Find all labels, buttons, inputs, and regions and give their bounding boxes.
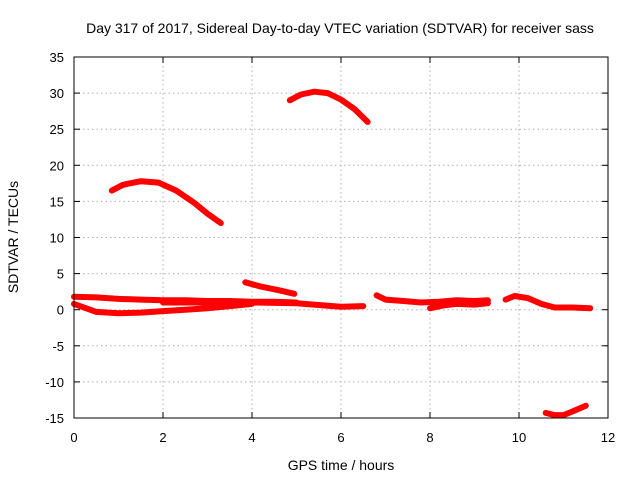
- y-tick-label-8: 25: [50, 122, 64, 137]
- series-arc-10: [542, 402, 589, 419]
- x-tick-label-6: 12: [601, 430, 615, 445]
- x-tick-label-5: 10: [512, 430, 526, 445]
- series-arc-7: [373, 292, 491, 306]
- series-arc-5: [71, 300, 255, 317]
- chart-title: Day 317 of 2017, Sidereal Day-to-day VTE…: [86, 20, 594, 36]
- series-arc-9: [502, 293, 594, 312]
- axis-ticks: 0 2 4 6 8 10 12 -15 -10 -5 0 5 10 15 20 25 30 35: [45, 50, 615, 445]
- series-arc-1: [108, 178, 224, 227]
- series-arc-6: [160, 299, 367, 310]
- y-tick-label-6: 15: [50, 194, 64, 209]
- x-tick-label-3: 6: [337, 430, 344, 445]
- y-tick-label-1: -10: [45, 375, 64, 390]
- x-axis-label: GPS time / hours: [288, 457, 395, 473]
- y-tick-label-3: 0: [57, 303, 64, 318]
- series-arc-8: [427, 300, 491, 312]
- series-arc-3: [242, 279, 298, 297]
- y-tick-label-0: -15: [45, 411, 64, 426]
- y-tick-label-10: 35: [50, 50, 64, 65]
- y-axis-label: SDTVAR / TECUs: [5, 181, 21, 293]
- y-tick-label-9: 30: [50, 86, 64, 101]
- x-tick-label-1: 2: [159, 430, 166, 445]
- y-tick-label-7: 20: [50, 158, 64, 173]
- series-arc-2: [286, 88, 371, 125]
- data-series: [71, 88, 594, 419]
- x-tick-label-2: 4: [248, 430, 255, 445]
- grid-lines: [74, 57, 608, 418]
- y-tick-label-5: 10: [50, 231, 64, 246]
- y-tick-label-2: -5: [52, 339, 64, 354]
- plot-frame: [73, 56, 609, 419]
- x-tick-label-0: 0: [70, 430, 77, 445]
- x-tick-label-4: 8: [426, 430, 433, 445]
- y-tick-label-4: 5: [57, 267, 64, 282]
